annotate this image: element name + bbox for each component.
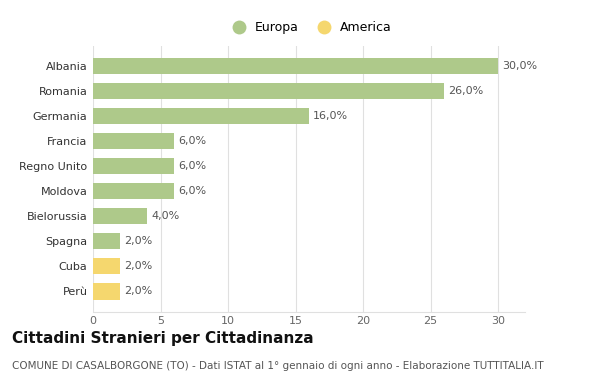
Bar <box>93 283 120 299</box>
Text: COMUNE DI CASALBORGONE (TO) - Dati ISTAT al 1° gennaio di ogni anno - Elaborazio: COMUNE DI CASALBORGONE (TO) - Dati ISTAT… <box>12 361 544 371</box>
Text: 4,0%: 4,0% <box>151 211 179 221</box>
Text: 26,0%: 26,0% <box>448 86 484 96</box>
Text: 30,0%: 30,0% <box>502 61 537 71</box>
Bar <box>93 208 147 224</box>
Bar <box>93 258 120 274</box>
Bar <box>93 108 309 124</box>
Text: 2,0%: 2,0% <box>124 287 152 296</box>
Bar <box>93 58 498 74</box>
Text: 6,0%: 6,0% <box>178 186 206 196</box>
Bar <box>93 233 120 249</box>
Bar <box>93 158 174 174</box>
Text: 16,0%: 16,0% <box>313 111 348 121</box>
Text: 6,0%: 6,0% <box>178 161 206 171</box>
Bar <box>93 133 174 149</box>
Bar <box>93 83 444 99</box>
Bar <box>93 183 174 199</box>
Text: 6,0%: 6,0% <box>178 136 206 146</box>
Text: 2,0%: 2,0% <box>124 261 152 271</box>
Legend: Europa, America: Europa, America <box>226 21 392 34</box>
Text: 2,0%: 2,0% <box>124 236 152 246</box>
Text: Cittadini Stranieri per Cittadinanza: Cittadini Stranieri per Cittadinanza <box>12 331 314 345</box>
